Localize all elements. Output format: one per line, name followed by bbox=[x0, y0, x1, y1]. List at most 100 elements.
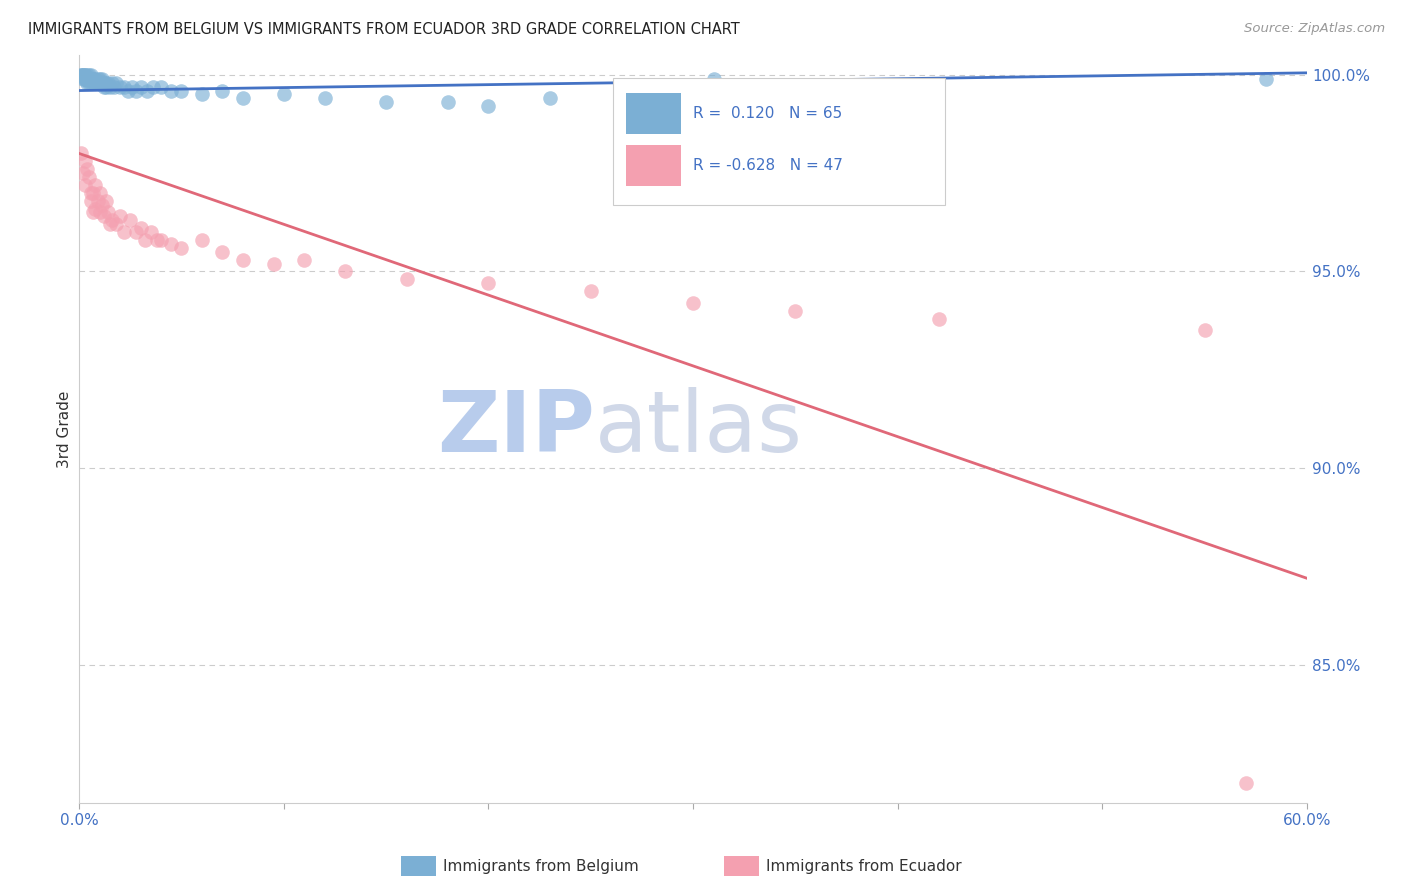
Point bbox=[79, 170, 101, 185]
Text: R =  0.120   N = 65: R = 0.120 N = 65 bbox=[693, 106, 842, 121]
Point bbox=[142, 79, 165, 94]
Point bbox=[76, 71, 98, 86]
Point bbox=[1256, 71, 1278, 86]
Point bbox=[1234, 776, 1257, 790]
Point bbox=[76, 162, 98, 177]
Bar bbox=[626, 145, 681, 186]
Point bbox=[89, 71, 111, 86]
Point bbox=[129, 221, 152, 235]
Point bbox=[211, 244, 233, 259]
Y-axis label: 3rd Grade: 3rd Grade bbox=[58, 390, 72, 467]
Point bbox=[641, 95, 664, 110]
Point bbox=[72, 68, 94, 82]
Point bbox=[72, 166, 94, 180]
Point bbox=[80, 194, 103, 208]
Point bbox=[103, 79, 125, 94]
Point bbox=[928, 311, 950, 326]
Point bbox=[120, 213, 142, 227]
Point bbox=[112, 225, 135, 239]
Point bbox=[273, 87, 295, 102]
Point bbox=[191, 87, 214, 102]
Point bbox=[76, 76, 98, 90]
Point bbox=[80, 76, 103, 90]
Point bbox=[160, 84, 183, 98]
Point bbox=[160, 236, 183, 251]
Point bbox=[375, 95, 398, 110]
Text: IMMIGRANTS FROM BELGIUM VS IMMIGRANTS FROM ECUADOR 3RD GRADE CORRELATION CHART: IMMIGRANTS FROM BELGIUM VS IMMIGRANTS FR… bbox=[28, 22, 740, 37]
Text: Immigrants from Ecuador: Immigrants from Ecuador bbox=[766, 859, 962, 873]
Point bbox=[395, 272, 418, 286]
Point bbox=[79, 71, 101, 86]
Point bbox=[211, 84, 233, 98]
Text: R = -0.628   N = 47: R = -0.628 N = 47 bbox=[693, 158, 844, 173]
Point bbox=[72, 68, 94, 82]
Point bbox=[538, 91, 561, 105]
Point bbox=[232, 91, 254, 105]
Point bbox=[436, 95, 458, 110]
Point bbox=[79, 68, 101, 82]
Point bbox=[80, 186, 103, 200]
Point bbox=[76, 68, 98, 82]
Point bbox=[80, 68, 103, 82]
Point bbox=[75, 178, 97, 192]
Point bbox=[72, 71, 94, 86]
Point bbox=[86, 194, 108, 208]
Point bbox=[84, 71, 107, 86]
Bar bbox=[613, 78, 945, 204]
Point bbox=[98, 217, 121, 231]
Point bbox=[232, 252, 254, 267]
Point bbox=[263, 257, 285, 271]
Point bbox=[93, 79, 115, 94]
Point bbox=[117, 84, 139, 98]
Point bbox=[104, 217, 127, 231]
Text: Immigrants from Belgium: Immigrants from Belgium bbox=[443, 859, 638, 873]
Point bbox=[80, 71, 103, 86]
Point bbox=[70, 68, 93, 82]
Point bbox=[84, 202, 107, 216]
Point bbox=[90, 76, 112, 90]
Point bbox=[75, 68, 97, 82]
Point bbox=[314, 91, 336, 105]
Point bbox=[125, 84, 148, 98]
Point bbox=[335, 264, 357, 278]
Point bbox=[82, 205, 104, 219]
Point bbox=[97, 205, 120, 219]
Bar bbox=[626, 93, 681, 134]
Point bbox=[93, 210, 115, 224]
Point bbox=[89, 76, 111, 90]
Point bbox=[1194, 324, 1216, 338]
Point bbox=[108, 210, 131, 224]
Point bbox=[86, 76, 108, 90]
Point bbox=[112, 79, 135, 94]
Point bbox=[191, 233, 214, 247]
Point bbox=[101, 213, 124, 227]
Point bbox=[149, 233, 172, 247]
Point bbox=[101, 76, 124, 90]
Point bbox=[125, 225, 148, 239]
Point bbox=[94, 76, 117, 90]
Point bbox=[104, 76, 127, 90]
Point bbox=[94, 79, 117, 94]
Point bbox=[703, 71, 725, 86]
Point bbox=[75, 71, 97, 86]
Point bbox=[82, 71, 104, 86]
Point bbox=[82, 76, 104, 90]
Text: atlas: atlas bbox=[595, 387, 803, 470]
Point bbox=[70, 68, 93, 82]
Point bbox=[134, 233, 156, 247]
Point bbox=[98, 79, 121, 94]
Point bbox=[135, 84, 157, 98]
Point bbox=[70, 146, 93, 161]
Point bbox=[292, 252, 315, 267]
Point bbox=[682, 296, 704, 310]
Point bbox=[79, 71, 101, 86]
Point bbox=[89, 205, 111, 219]
Point bbox=[785, 303, 807, 318]
Point bbox=[139, 225, 162, 239]
Point bbox=[170, 84, 193, 98]
Point bbox=[90, 71, 112, 86]
Text: Source: ZipAtlas.com: Source: ZipAtlas.com bbox=[1244, 22, 1385, 36]
Point bbox=[97, 76, 120, 90]
Point bbox=[79, 76, 101, 90]
Point bbox=[146, 233, 169, 247]
